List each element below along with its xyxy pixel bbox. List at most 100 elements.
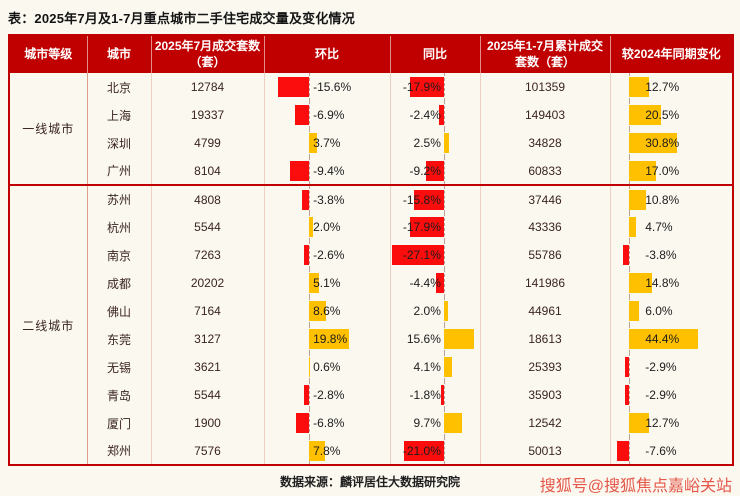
mom-bar-cell: -6.8% [264, 409, 391, 438]
city-cell: 广州 [87, 157, 152, 186]
zero-axis-line [309, 409, 311, 438]
table-row: 无锡 3621 0.6% 4.1% 25393 -2.9% [9, 353, 733, 382]
table-row: 一线城市 北京 12784 -15.6% -17.9% 101359 12.7% [9, 73, 733, 186]
positive-bar [629, 413, 649, 434]
vs-2024-bar-cell: -2.9% [610, 353, 733, 382]
vs-2024-bar-cell: 4.7% [610, 213, 733, 242]
vs-2024-bar-cell: 30.8% [610, 129, 733, 158]
yoy-value: 9.7% [413, 416, 441, 431]
city-cell: 郑州 [87, 437, 152, 466]
vs-2024-bar-cell: -2.9% [610, 381, 733, 410]
negative-bar [303, 385, 310, 406]
negative-bar [392, 245, 444, 266]
mom-value: -6.9% [313, 108, 345, 123]
yoy-value: -27.1% [402, 248, 441, 263]
yoy-value: 4.1% [413, 360, 441, 375]
vs-2024-bar-cell: 44.4% [610, 325, 733, 354]
table-row: 二线城市 苏州 4808 -3.8% -15.8% 37446 10.8% [9, 184, 733, 466]
positive-bar [443, 357, 452, 378]
yoy-value: 2.5% [413, 136, 441, 151]
jul-sales-cell: 4808 [151, 184, 265, 214]
cum-sales-cell: 60833 [480, 157, 611, 186]
vs-2024-bar-cell: 20.5% [610, 101, 733, 130]
cum-sales-cell: 55786 [480, 241, 611, 270]
mom-value: -6.8% [313, 416, 345, 431]
positive-bar [443, 329, 474, 350]
zero-axis-line [309, 381, 311, 410]
mom-bar-cell: 19.8% [264, 325, 391, 354]
column-header-2: 2025年7月成交套数（套） [151, 35, 265, 74]
zero-axis-line [443, 381, 445, 410]
vs-2024-value: -2.9% [645, 360, 677, 375]
footer: 数据来源：麟评居住大数据研究院 搜狐号@搜狐焦点嘉峪关站 [8, 473, 732, 495]
positive-bar [309, 441, 325, 462]
mom-value: -2.6% [313, 248, 345, 263]
positive-bar [443, 301, 448, 322]
negative-bar [617, 441, 630, 462]
table-row: 上海 19337 -6.9% -2.4% 149403 20.5% [9, 101, 733, 130]
yoy-value: 2.0% [413, 304, 441, 319]
mom-bar-cell: 3.7% [264, 129, 391, 158]
mom-bar-cell: -2.8% [264, 381, 391, 410]
city-cell: 东莞 [87, 325, 152, 354]
yoy-value: -4.4% [409, 276, 441, 291]
vs-2024-value: 6.0% [645, 304, 673, 319]
table-body: 一线城市 北京 12784 -15.6% -17.9% 101359 12.7% 上海 1933… [9, 73, 733, 466]
mom-bar-cell: 2.0% [264, 213, 391, 242]
table-row: 杭州 5544 2.0% -17.9% 43336 4.7% [9, 213, 733, 242]
zero-axis-line [309, 186, 311, 214]
yoy-bar-cell: 2.5% [390, 129, 481, 158]
mom-value: 8.6% [313, 304, 341, 319]
vs-2024-value: 10.8% [645, 193, 680, 208]
cum-sales-cell: 12542 [480, 409, 611, 438]
jul-sales-cell: 5544 [151, 213, 265, 242]
city-cell: 深圳 [87, 129, 152, 158]
mom-value: 7.8% [313, 444, 341, 459]
positive-bar [629, 217, 637, 238]
cum-sales-cell: 18613 [480, 325, 611, 354]
yoy-value: -2.4% [409, 108, 441, 123]
jul-sales-cell: 3621 [151, 353, 265, 382]
header-row: 城市等级 城市 2025年7月成交套数（套） 环比 同比 2025年1-7月累计成交套数（… [9, 35, 733, 74]
city-cell: 成都 [87, 269, 152, 298]
vs-2024-value: -2.9% [645, 388, 677, 403]
positive-bar [629, 301, 639, 322]
negative-bar [303, 245, 310, 266]
mom-bar-cell: -3.8% [264, 184, 391, 214]
yoy-bar-cell: -21.0% [390, 437, 481, 466]
mom-value: -2.8% [313, 388, 345, 403]
negative-bar [435, 273, 444, 294]
yoy-value: -1.8% [409, 388, 441, 403]
negative-bar [439, 105, 444, 126]
jul-sales-cell: 7576 [151, 437, 265, 466]
negative-bar [295, 105, 310, 126]
table-row: 南京 7263 -2.6% -27.1% 55786 -3.8% [9, 241, 733, 270]
mom-bar-cell: -2.6% [264, 241, 391, 270]
cum-sales-cell: 37446 [480, 184, 611, 214]
table-row: 佛山 7164 8.6% 2.0% 44961 6.0% [9, 297, 733, 326]
table-row: 郑州 7576 7.8% -21.0% 50013 -7.6% [9, 437, 733, 466]
positive-bar [443, 413, 463, 434]
vs-2024-value: 12.7% [645, 80, 680, 95]
yoy-bar-cell: -17.9% [390, 213, 481, 242]
positive-bar [629, 273, 653, 294]
city-cell: 无锡 [87, 353, 152, 382]
positive-bar [309, 217, 314, 238]
vs-2024-value: 30.8% [645, 136, 680, 151]
cum-sales-cell: 50013 [480, 437, 611, 466]
vs-2024-bar-cell: 6.0% [610, 297, 733, 326]
city-cell: 佛山 [87, 297, 152, 326]
vs-2024-bar-cell: -3.8% [610, 241, 733, 270]
positive-bar [309, 273, 320, 294]
yoy-value: -21.0% [402, 444, 441, 459]
yoy-bar-cell: -27.1% [390, 241, 481, 270]
tier-cell: 一线城市 [9, 73, 88, 186]
zero-axis-line [309, 101, 311, 130]
positive-bar [629, 161, 656, 182]
vs-2024-value: 14.8% [645, 276, 680, 291]
vs-2024-value: 44.4% [645, 332, 680, 347]
housing-data-table: 城市等级 城市 2025年7月成交套数（套） 环比 同比 2025年1-7月累计成交套数（… [8, 34, 734, 467]
yoy-bar-cell: -17.9% [390, 73, 481, 102]
column-header-5: 2025年1-7月累计成交套数（套） [480, 35, 611, 74]
table-row: 成都 20202 5.1% -4.4% 141986 14.8% [9, 269, 733, 298]
